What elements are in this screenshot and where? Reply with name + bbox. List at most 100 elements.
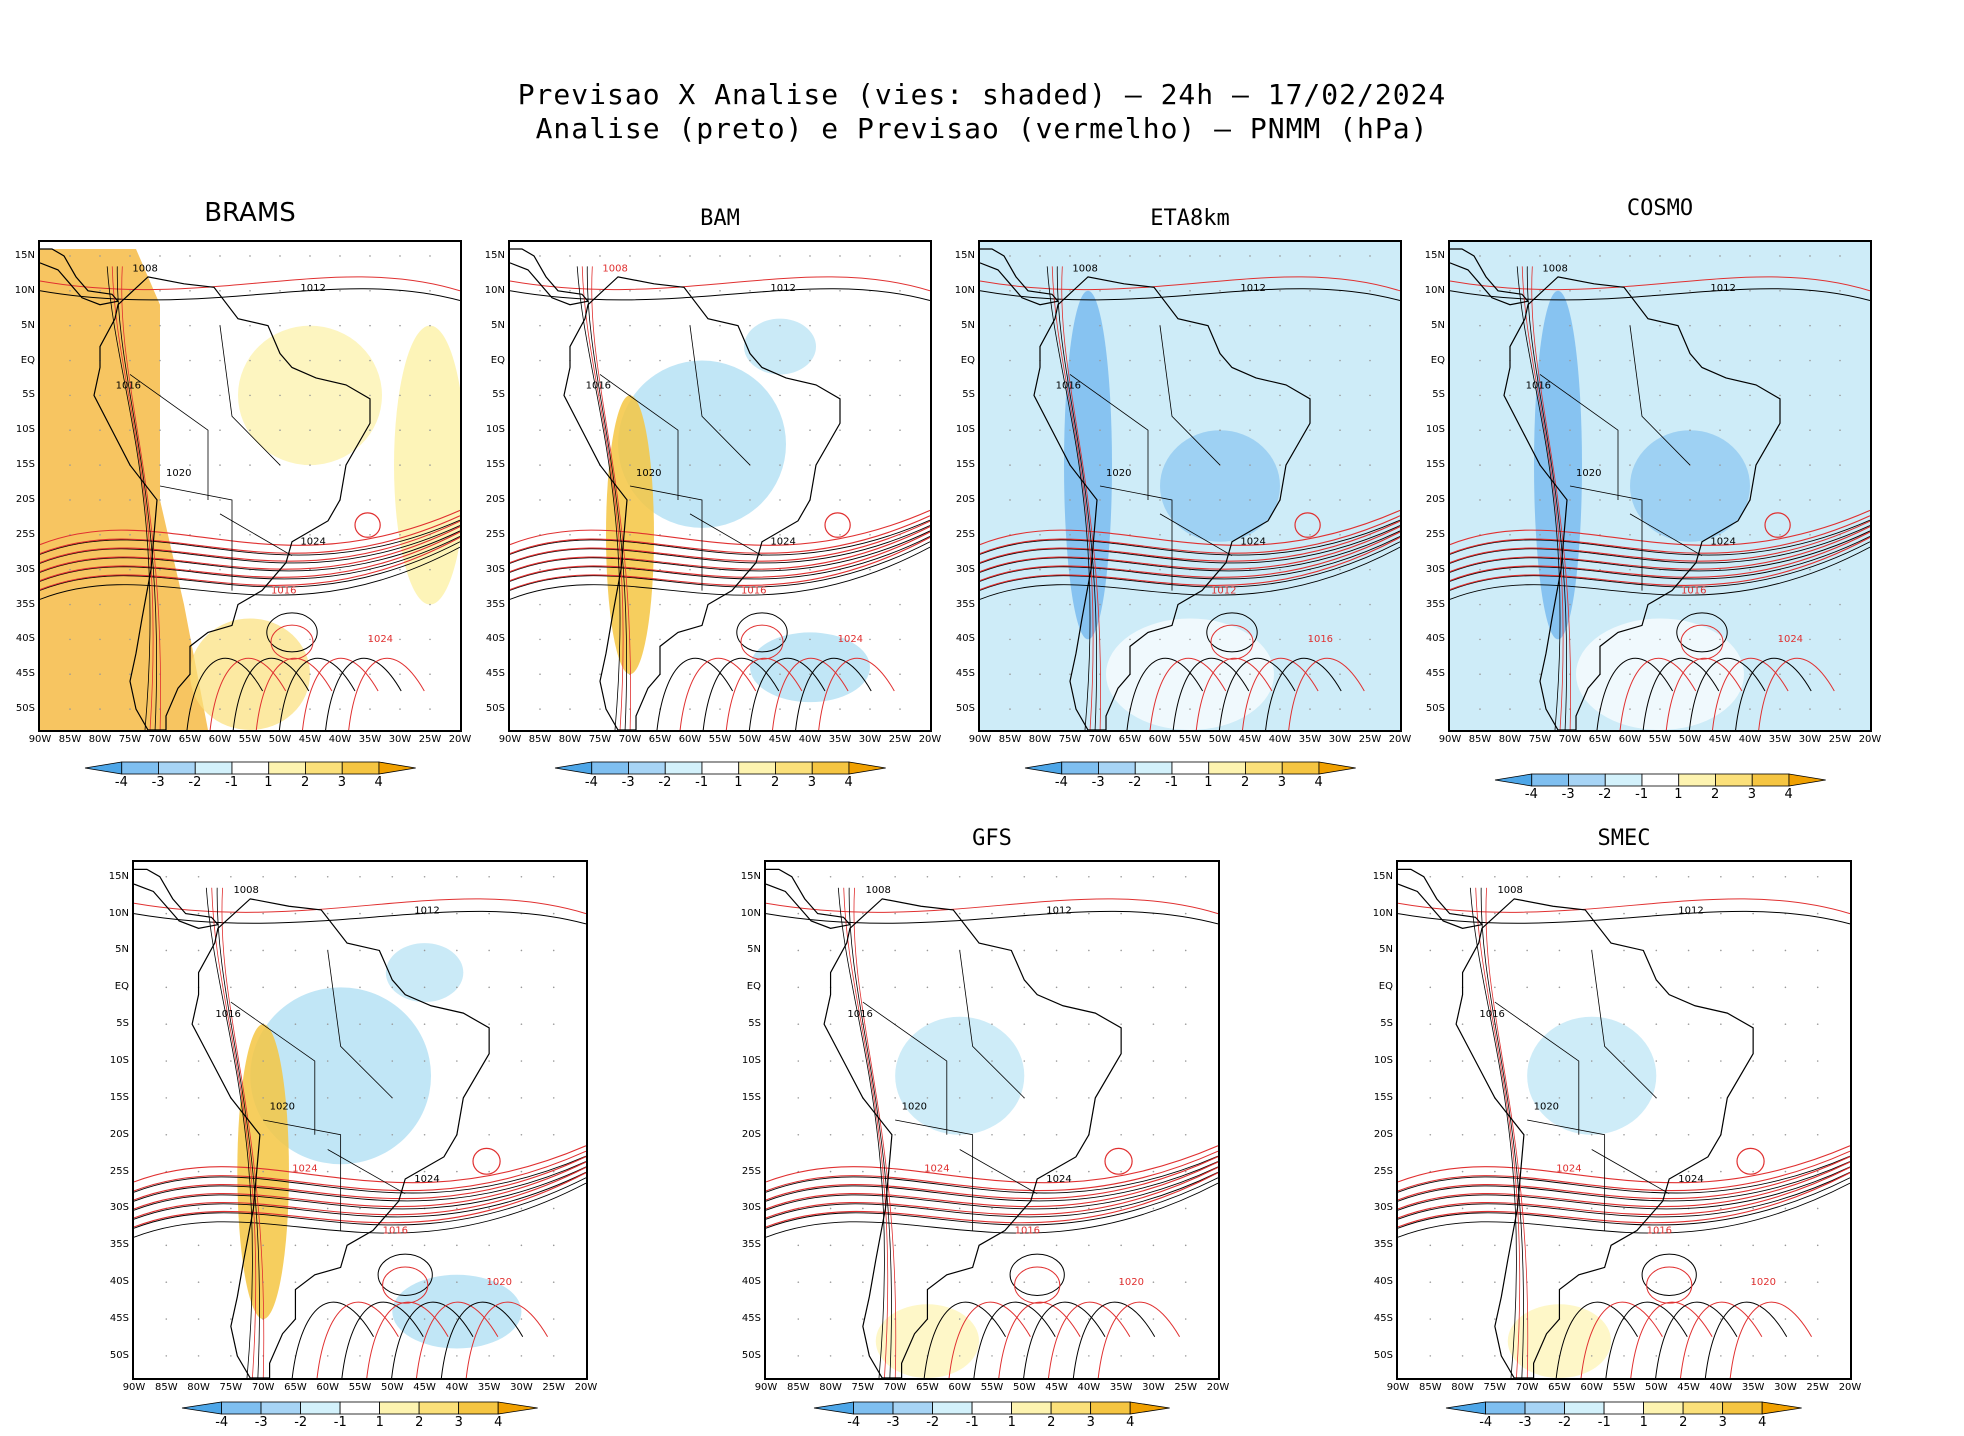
- grid-point: [1526, 1133, 1528, 1136]
- grid-point: [629, 568, 631, 571]
- grid-point: [99, 464, 101, 466]
- grid-point: [1479, 638, 1481, 641]
- lat-label: 45S: [15, 668, 35, 680]
- grid-point: [1809, 673, 1811, 676]
- lon-label: 90W: [28, 734, 52, 745]
- grid-point: [1509, 708, 1511, 710]
- colorbar-segment: [1129, 1401, 1170, 1415]
- grid-point: [1120, 875, 1122, 878]
- grid-point: [599, 638, 601, 641]
- lon-label: 90W: [968, 734, 992, 745]
- colorbar-segment: [378, 761, 416, 775]
- grid-point: [1088, 875, 1090, 878]
- lat-label: 15N: [954, 249, 975, 261]
- grid-point: [1784, 1060, 1787, 1062]
- lon-label: 60W: [316, 1382, 340, 1393]
- grid-point: [1219, 359, 1221, 362]
- isobar-label: 1020: [487, 1277, 512, 1288]
- grid-point: [1816, 875, 1819, 878]
- grid-point: [429, 603, 431, 606]
- grid-point: [689, 499, 691, 501]
- grid-point: [129, 673, 131, 676]
- grid-point: [1687, 949, 1690, 952]
- forecast-isobar: [766, 1166, 1218, 1219]
- grid-point: [926, 1023, 929, 1025]
- grid-point: [99, 290, 101, 292]
- grid-point: [1779, 429, 1781, 432]
- grid-point: [423, 1355, 426, 1357]
- lon-label: 75W: [118, 734, 142, 745]
- grid-point: [689, 708, 691, 710]
- grid-point: [1752, 949, 1754, 952]
- grid-point: [1599, 464, 1601, 466]
- grid-point: [456, 1097, 458, 1099]
- colorbar-smec: [1446, 1401, 1802, 1415]
- grid-point: [569, 638, 571, 641]
- isobar-south: [1735, 657, 1812, 730]
- grid-point: [1099, 603, 1101, 606]
- grid-point: [369, 394, 371, 397]
- grid-point: [1784, 1133, 1787, 1136]
- grid-point: [1159, 673, 1161, 676]
- panel-title-bam: BAM: [700, 206, 740, 231]
- analysis-isobar: [40, 535, 460, 582]
- grid-point: [1809, 534, 1811, 536]
- grid-point: [423, 1244, 426, 1247]
- grid-point: [839, 499, 841, 501]
- grid-point: [1659, 394, 1661, 397]
- grid-point: [1719, 255, 1721, 257]
- grid-point: [862, 986, 864, 989]
- grid-point: [809, 324, 811, 327]
- grid-point: [488, 1133, 490, 1136]
- negative-bias-area: [1527, 1016, 1657, 1135]
- colorbar-tick: 4: [494, 1415, 503, 1430]
- grid-point: [359, 1281, 361, 1283]
- grid-point: [1779, 708, 1781, 710]
- grid-point: [1558, 1060, 1561, 1062]
- grid-point: [129, 255, 131, 257]
- lat-label: 5S: [492, 389, 505, 401]
- grid-point: [1720, 1207, 1722, 1210]
- grid-point: [1779, 290, 1781, 292]
- grid-point: [1779, 638, 1781, 641]
- grid-point: [1623, 1133, 1625, 1136]
- grid-point: [809, 290, 811, 292]
- grid-point: [1429, 1133, 1432, 1136]
- lon-label: 35W: [1298, 734, 1322, 745]
- grid-point: [189, 429, 191, 432]
- grid-point: [552, 1060, 555, 1062]
- grid-point: [1219, 534, 1221, 536]
- grid-point: [809, 638, 811, 641]
- lon-label: 70W: [883, 1382, 907, 1393]
- grid-point: [488, 949, 490, 952]
- grid-point: [339, 534, 341, 536]
- grid-point: [1279, 638, 1281, 641]
- grid-point: [230, 1355, 232, 1357]
- grid-point: [99, 534, 101, 536]
- grid-point: [539, 499, 541, 501]
- forecast-isobar: [134, 1172, 586, 1228]
- grid-point: [159, 603, 161, 606]
- grid-point: [1623, 1060, 1625, 1062]
- lat-label: 40S: [1425, 633, 1445, 645]
- grid-point: [1152, 986, 1155, 989]
- grid-point: [391, 1170, 394, 1173]
- grid-point: [249, 464, 251, 466]
- country-border: [219, 325, 281, 466]
- grid-point: [219, 708, 221, 710]
- grid-point: [569, 394, 571, 397]
- grid-point: [1249, 534, 1251, 536]
- lat-label: 50S: [15, 703, 35, 715]
- grid-point: [1159, 534, 1161, 536]
- grid-point: [552, 986, 555, 989]
- grid-point: [1752, 1318, 1754, 1320]
- grid-point: [894, 1060, 896, 1062]
- grid-point: [359, 1133, 361, 1136]
- grid-point: [359, 949, 361, 952]
- lon-label: 20W: [1838, 1382, 1862, 1393]
- grid-point: [1219, 394, 1221, 397]
- lon-label: 75W: [588, 734, 612, 745]
- grid-point: [1749, 290, 1751, 292]
- grid-point: [1599, 359, 1601, 362]
- lat-label: 15N: [14, 249, 35, 261]
